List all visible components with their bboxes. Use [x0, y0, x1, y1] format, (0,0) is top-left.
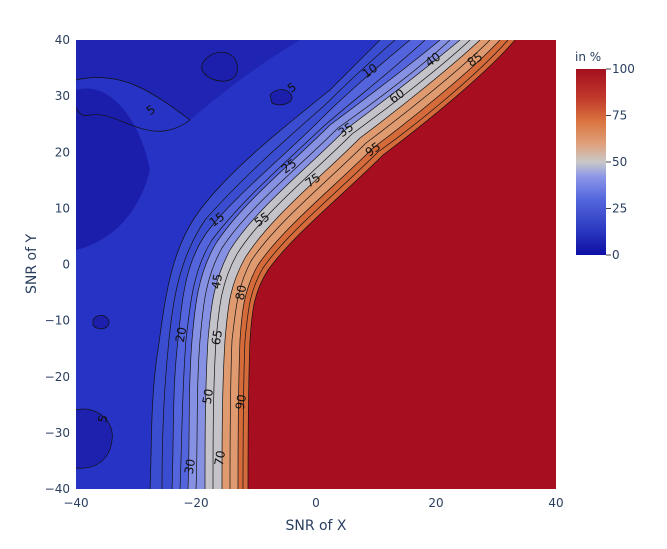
x-tick-label: 0 — [312, 496, 320, 510]
contour-line — [76, 77, 191, 132]
contour-line — [221, 40, 481, 489]
contour-line — [161, 40, 396, 489]
contour-label: 45 — [209, 273, 225, 290]
colorbar-tick-label: 0 — [612, 248, 620, 262]
contour-line — [179, 40, 426, 489]
y-tick-label: 0 — [62, 258, 70, 272]
contour-label: 50 — [200, 388, 216, 405]
contour-line — [92, 315, 110, 330]
contour-label: 5 — [95, 414, 110, 424]
contour-line — [229, 40, 491, 489]
contour-region-low-left — [76, 88, 150, 250]
x-tick-label: 40 — [548, 496, 563, 510]
contour-label: 90 — [233, 393, 249, 410]
colorbar: in % 0 25 50 75 100 — [575, 50, 635, 262]
y-axis: −40 −30 −20 −10 0 10 20 30 40 — [45, 33, 70, 496]
colorbar-gradient — [576, 69, 606, 255]
colorbar-title: in % — [575, 50, 601, 64]
contour-line — [247, 40, 516, 489]
contour-region-low-bottomleft — [76, 409, 113, 469]
contour-line — [149, 40, 381, 489]
contour-blob-3 — [93, 315, 109, 329]
colorbar-tick-label: 50 — [612, 155, 627, 169]
contour-line — [201, 52, 238, 82]
contour-label: 30 — [182, 458, 198, 475]
contour-line — [237, 40, 501, 489]
contour-line — [195, 40, 451, 489]
y-tick-label: 40 — [55, 33, 70, 47]
contour-region-low-topleft — [76, 40, 300, 120]
contour-region-high — [248, 40, 556, 489]
contour-line — [242, 40, 509, 489]
contour-line — [204, 40, 461, 489]
contour-blob-1 — [201, 52, 238, 82]
contour-line — [171, 40, 411, 489]
y-axis-title: SNR of Y — [24, 234, 40, 294]
colorbar-tick-label: 25 — [612, 202, 627, 216]
contour-label: 65 — [209, 329, 225, 346]
contour-label: 70 — [212, 449, 228, 466]
x-tick-label: 20 — [428, 496, 443, 510]
contour-line — [187, 40, 441, 489]
x-tick-label: −40 — [63, 496, 88, 510]
y-tick-label: 10 — [55, 201, 70, 215]
colorbar-tick-label: 100 — [612, 62, 635, 76]
contour-line — [212, 40, 471, 489]
y-tick-label: −40 — [45, 482, 70, 496]
colorbar-tick-label: 75 — [612, 109, 627, 123]
contour-label: 20 — [173, 326, 189, 343]
colorbar-ticks: 0 25 50 75 100 — [606, 62, 635, 262]
x-tick-label: −20 — [183, 496, 208, 510]
contour-label: 80 — [233, 284, 249, 301]
x-axis: −40 −20 0 20 40 — [63, 496, 563, 510]
y-tick-label: −10 — [45, 314, 70, 328]
contour-line — [269, 89, 293, 106]
x-axis-title: SNR of X — [285, 518, 346, 534]
y-tick-label: −20 — [45, 370, 70, 384]
y-tick-label: −30 — [45, 426, 70, 440]
contour-blob-2 — [270, 89, 292, 105]
y-tick-label: 20 — [55, 145, 70, 159]
y-tick-label: 30 — [55, 89, 70, 103]
